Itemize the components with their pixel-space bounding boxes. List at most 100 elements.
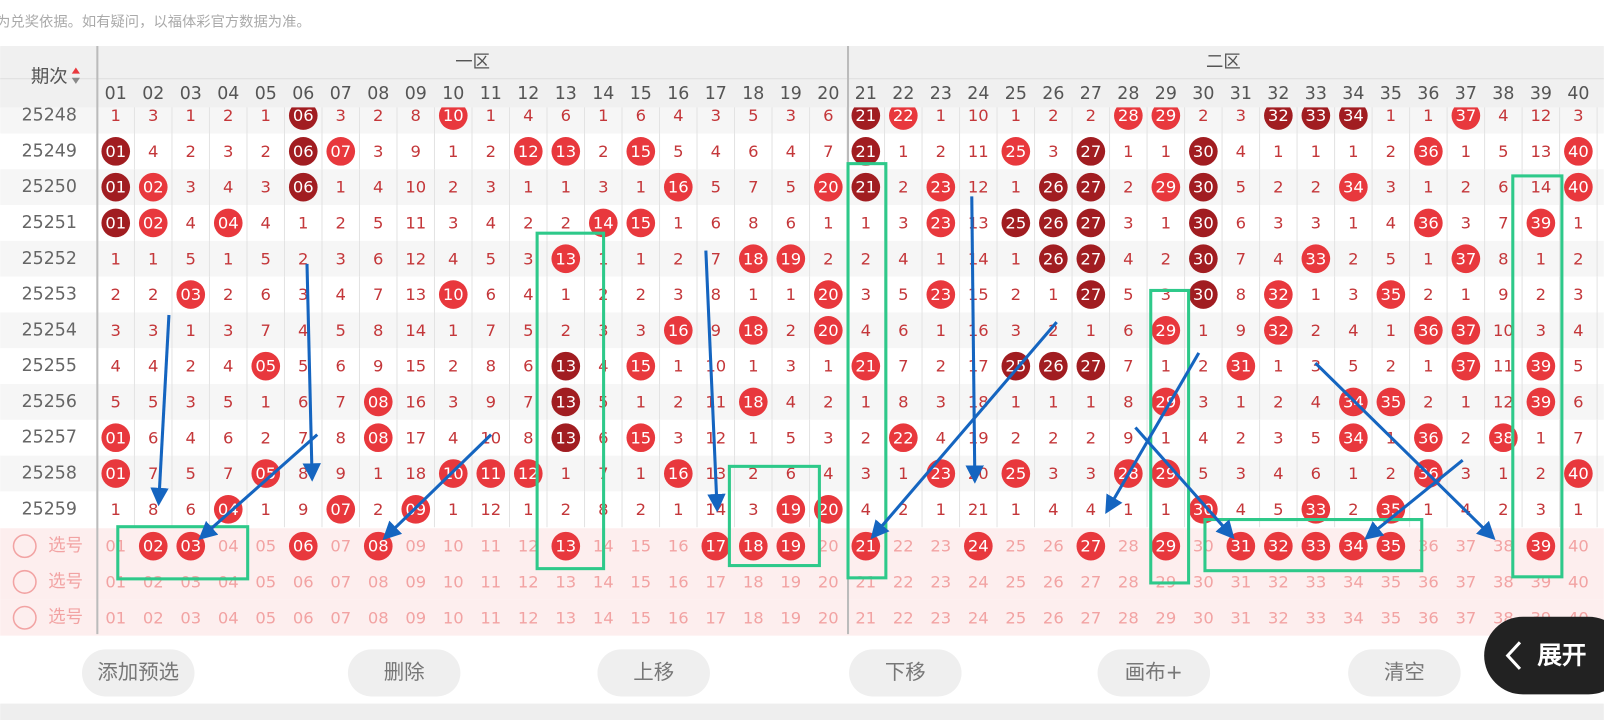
pick-number[interactable]: 10 [443, 537, 464, 556]
pick-number[interactable]: 06 [293, 608, 314, 627]
pick-number[interactable]: 11 [480, 608, 501, 627]
pick-number[interactable]: 37 [1455, 537, 1476, 556]
picked-number[interactable]: 03 [180, 537, 201, 556]
pick-number[interactable]: 35 [1380, 608, 1401, 627]
pick-number[interactable]: 04 [218, 572, 239, 591]
pick-number[interactable]: 08 [368, 608, 389, 627]
select-radio[interactable] [12, 534, 37, 559]
picked-number[interactable]: 29 [1155, 537, 1176, 556]
pick-number[interactable]: 11 [480, 537, 501, 556]
pick-number[interactable]: 15 [630, 537, 651, 556]
picked-number[interactable]: 13 [555, 537, 576, 556]
pick-number[interactable]: 24 [968, 572, 989, 591]
pick-number[interactable]: 23 [930, 572, 951, 591]
picked-ball[interactable] [1339, 531, 1368, 561]
pick-number[interactable]: 18 [743, 572, 764, 591]
picked-number[interactable]: 18 [743, 537, 764, 556]
button-label[interactable]: 删除 [384, 660, 425, 684]
pick-number[interactable]: 40 [1568, 537, 1589, 556]
pick-number[interactable]: 28 [1118, 572, 1139, 591]
expand-label[interactable]: 展开 [1537, 641, 1586, 670]
pick-number[interactable]: 30 [1193, 537, 1214, 556]
pick-number[interactable]: 05 [255, 537, 276, 556]
pick-number[interactable]: 19 [780, 572, 801, 591]
pick-number[interactable]: 02 [143, 608, 164, 627]
pick-number[interactable]: 15 [630, 608, 651, 627]
pick-number[interactable]: 31 [1230, 572, 1251, 591]
pick-number[interactable]: 13 [555, 608, 576, 627]
picked-ball[interactable] [776, 531, 806, 561]
picked-ball[interactable] [1301, 531, 1331, 561]
pick-number[interactable]: 28 [1118, 608, 1139, 627]
pick-number[interactable]: 16 [668, 572, 689, 591]
pick-number[interactable]: 27 [1080, 572, 1101, 591]
picked-number[interactable]: 31 [1230, 537, 1251, 556]
pick-number[interactable]: 01 [105, 572, 126, 591]
pick-number[interactable]: 07 [330, 572, 351, 591]
pick-number[interactable]: 36 [1418, 608, 1439, 627]
picked-number[interactable]: 34 [1343, 537, 1364, 556]
pick-number[interactable]: 25 [1005, 572, 1026, 591]
expand-button[interactable] [1484, 616, 1604, 695]
pick-number[interactable]: 15 [630, 572, 651, 591]
pick-number[interactable]: 21 [855, 572, 876, 591]
pick-number[interactable]: 25 [1005, 608, 1026, 627]
pick-number[interactable]: 33 [1305, 572, 1326, 591]
pick-number[interactable]: 03 [180, 572, 201, 591]
pick-number[interactable]: 35 [1380, 572, 1401, 591]
picked-number[interactable]: 08 [368, 537, 389, 556]
picked-number[interactable]: 24 [968, 537, 989, 556]
pick-number[interactable]: 23 [930, 537, 951, 556]
picked-ball[interactable] [964, 531, 993, 561]
button[interactable] [82, 649, 195, 697]
select-radio[interactable] [12, 569, 37, 594]
pick-number[interactable]: 26 [1043, 537, 1064, 556]
pick-number[interactable]: 27 [1080, 608, 1101, 627]
pick-number[interactable]: 17 [705, 608, 726, 627]
pick-number[interactable]: 25 [1005, 537, 1026, 556]
button[interactable] [1348, 649, 1461, 697]
picked-ball[interactable] [138, 531, 168, 561]
picked-ball[interactable] [551, 531, 581, 561]
pick-number[interactable]: 38 [1493, 537, 1514, 556]
pick-number[interactable]: 05 [255, 608, 276, 627]
button[interactable] [849, 649, 962, 697]
pick-number[interactable]: 07 [330, 608, 351, 627]
pick-number[interactable]: 20 [818, 608, 839, 627]
pick-number[interactable]: 17 [705, 572, 726, 591]
picked-ball[interactable] [1526, 531, 1556, 561]
pick-number[interactable]: 18 [743, 608, 764, 627]
button-label[interactable]: 添加预选 [97, 660, 179, 684]
pick-number[interactable]: 26 [1043, 608, 1064, 627]
select-radio[interactable] [12, 605, 37, 630]
picked-number[interactable]: 27 [1080, 537, 1101, 556]
pick-number[interactable]: 22 [893, 537, 914, 556]
pick-number[interactable]: 09 [405, 572, 426, 591]
pick-number[interactable]: 21 [855, 608, 876, 627]
picked-number[interactable]: 35 [1380, 537, 1401, 556]
pick-number[interactable]: 02 [143, 572, 164, 591]
pick-number[interactable]: 33 [1305, 608, 1326, 627]
pick-number[interactable]: 24 [968, 608, 989, 627]
picked-ball[interactable] [1151, 531, 1181, 561]
pick-number[interactable]: 30 [1193, 572, 1214, 591]
button[interactable] [1097, 649, 1211, 697]
button[interactable] [347, 649, 461, 697]
pick-number[interactable]: 20 [818, 537, 839, 556]
picked-number[interactable]: 02 [143, 537, 164, 556]
pick-number[interactable]: 28 [1118, 537, 1139, 556]
picked-ball[interactable] [288, 531, 318, 561]
pick-number[interactable]: 01 [105, 608, 126, 627]
pick-number[interactable]: 22 [893, 608, 914, 627]
picked-number[interactable]: 17 [705, 537, 726, 556]
pick-number[interactable]: 04 [218, 537, 239, 556]
pick-number[interactable]: 12 [518, 608, 539, 627]
pick-number[interactable]: 01 [105, 537, 126, 556]
picked-number[interactable]: 21 [855, 537, 876, 556]
pick-number[interactable]: 06 [293, 572, 314, 591]
pick-number[interactable]: 09 [405, 537, 426, 556]
picked-number[interactable]: 39 [1530, 537, 1551, 556]
pick-number[interactable]: 16 [668, 608, 689, 627]
pick-number[interactable]: 19 [780, 608, 801, 627]
pick-number[interactable]: 12 [518, 572, 539, 591]
